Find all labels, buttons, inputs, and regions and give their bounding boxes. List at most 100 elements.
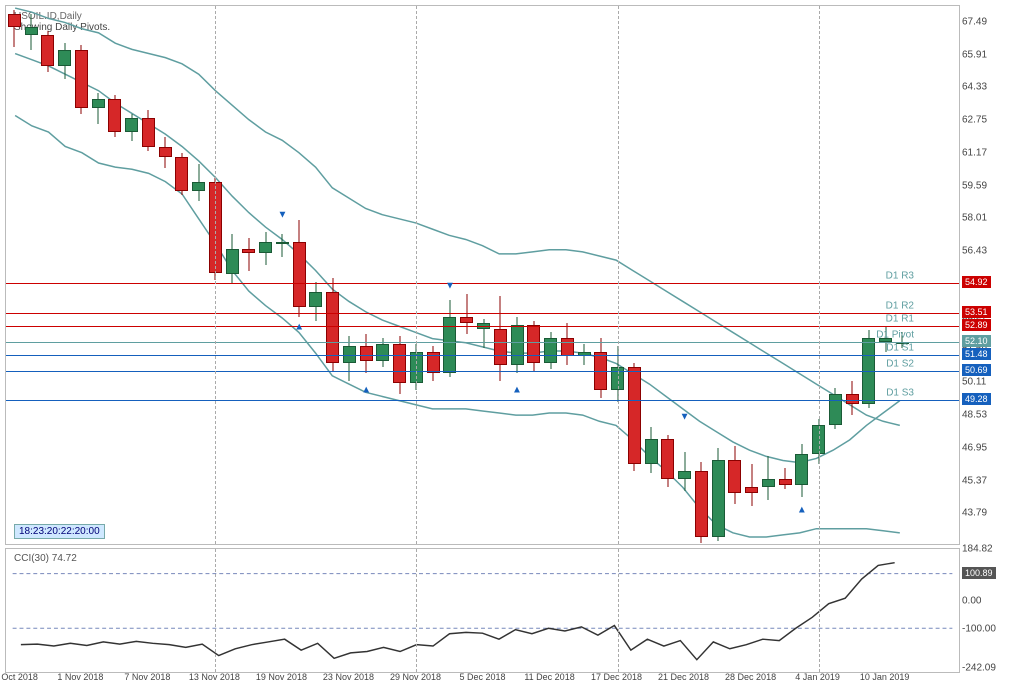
- candlestick: [276, 234, 289, 257]
- price-tick: 46.95: [962, 442, 987, 453]
- candlestick: [125, 114, 138, 141]
- arrow-up-icon: ▲: [361, 384, 371, 395]
- date-label: 28 Dec 2018: [725, 672, 776, 682]
- pivot-price-tag: 53.51: [962, 306, 991, 318]
- price-tick: 58.01: [962, 213, 987, 224]
- candlestick: [628, 363, 641, 471]
- candlestick: [326, 278, 339, 371]
- cci-line: [21, 563, 895, 660]
- date-label: 4 Jan 2019: [795, 672, 840, 682]
- candlestick: [309, 282, 322, 321]
- candlestick: [159, 137, 172, 168]
- candlestick: [795, 444, 808, 498]
- date-label: 23 Nov 2018: [323, 672, 374, 682]
- price-tick: 43.79: [962, 508, 987, 519]
- price-tick: 59.59: [962, 180, 987, 191]
- pivot-price-tag: 49.28: [962, 393, 991, 405]
- cci-tick: -242.09: [962, 663, 996, 674]
- price-tick: 56.43: [962, 246, 987, 257]
- pivot-label: D1 R2: [886, 300, 914, 311]
- price-tick: 50.11: [962, 377, 986, 388]
- pivot-label: D1 R1: [886, 313, 914, 324]
- candlestick: [41, 31, 54, 72]
- price-tick: 61.17: [962, 147, 987, 158]
- arrow-up-icon: ▲: [294, 322, 304, 333]
- candlestick: [8, 10, 21, 47]
- candlestick: [460, 294, 473, 333]
- date-label: 29 Nov 2018: [390, 672, 441, 682]
- date-label: 26 Oct 2018: [0, 672, 38, 682]
- date-label: 21 Dec 2018: [658, 672, 709, 682]
- candlestick: [561, 323, 574, 364]
- candlestick: [695, 462, 708, 543]
- pivot-label: D1 S2: [886, 359, 914, 370]
- candlestick: [427, 346, 440, 381]
- vertical-gridline: [819, 549, 820, 672]
- main-price-panel: USOIL.ID,Daily Showing Daily Pivots. 18:…: [5, 5, 960, 545]
- date-axis: 26 Oct 20181 Nov 20187 Nov 201813 Nov 20…: [5, 668, 960, 682]
- pivot-line: [6, 400, 959, 401]
- vertical-gridline: [215, 549, 216, 672]
- candlestick: [846, 381, 859, 414]
- candlestick: [75, 45, 88, 113]
- vertical-gridline: [416, 549, 417, 672]
- pivot-line: [6, 283, 959, 284]
- candlestick: [142, 110, 155, 151]
- date-label: 17 Dec 2018: [591, 672, 642, 682]
- price-tick: 48.53: [962, 409, 987, 420]
- candlestick: [259, 232, 272, 265]
- candlestick: [745, 464, 758, 505]
- vertical-gridline: [618, 6, 619, 544]
- vertical-gridline: [215, 6, 216, 544]
- candlestick: [108, 95, 121, 136]
- arrow-down-icon: ▼: [445, 280, 455, 291]
- candlestick: [226, 234, 239, 284]
- candlestick: [594, 338, 607, 398]
- price-tick: 62.75: [962, 115, 987, 126]
- candlestick: [678, 452, 691, 491]
- vertical-gridline: [819, 6, 820, 544]
- pivot-line: [6, 326, 959, 327]
- candlestick: [293, 220, 306, 317]
- candlestick: [779, 468, 792, 489]
- pivot-line: [6, 313, 959, 314]
- cci-indicator-panel: CCI(30) 74.72: [5, 548, 960, 673]
- candlestick: [58, 43, 71, 78]
- pivot-price-tag: 50.69: [962, 364, 991, 376]
- bollinger-upper: [15, 8, 900, 425]
- candlestick: [829, 388, 842, 429]
- chart-root: USOIL.ID,Daily Showing Daily Pivots. 18:…: [0, 0, 1024, 683]
- price-tick: 45.37: [962, 475, 987, 486]
- date-label: 7 Nov 2018: [124, 672, 170, 682]
- arrow-down-icon: ▼: [277, 210, 287, 221]
- date-label: 19 Nov 2018: [256, 672, 307, 682]
- candlestick: [242, 238, 255, 271]
- pivot-label: D1 S3: [886, 388, 914, 399]
- candlestick: [175, 153, 188, 194]
- price-tick: 67.49: [962, 16, 987, 27]
- cci-tick: -100.00: [962, 623, 996, 634]
- pivot-price-tag: 54.92: [962, 276, 991, 288]
- candlestick: [360, 334, 373, 373]
- pivot-label: D1 R3: [886, 271, 914, 282]
- vertical-gridline: [618, 549, 619, 672]
- pivot-line: [6, 342, 959, 343]
- pivot-label: D1 S1: [886, 342, 914, 353]
- candlestick: [645, 427, 658, 473]
- cci-axis: 184.820.00-100.00-242.09100.89: [962, 548, 1022, 673]
- candlestick: [192, 164, 205, 201]
- cci-tick: 0.00: [962, 595, 981, 606]
- candlestick: [712, 448, 725, 541]
- pivot-line: [6, 355, 959, 356]
- vertical-gridline: [416, 6, 417, 544]
- price-tick: 64.33: [962, 82, 987, 93]
- arrow-up-icon: ▲: [797, 504, 807, 515]
- date-label: 1 Nov 2018: [57, 672, 103, 682]
- candlestick: [544, 332, 557, 369]
- date-label: 11 Dec 2018: [524, 672, 574, 682]
- pivot-price-tag: 52.10: [962, 335, 991, 347]
- date-label: 13 Nov 2018: [189, 672, 240, 682]
- candlestick: [25, 14, 38, 49]
- pivot-price-tag: 51.48: [962, 348, 991, 360]
- candlestick: [477, 319, 490, 348]
